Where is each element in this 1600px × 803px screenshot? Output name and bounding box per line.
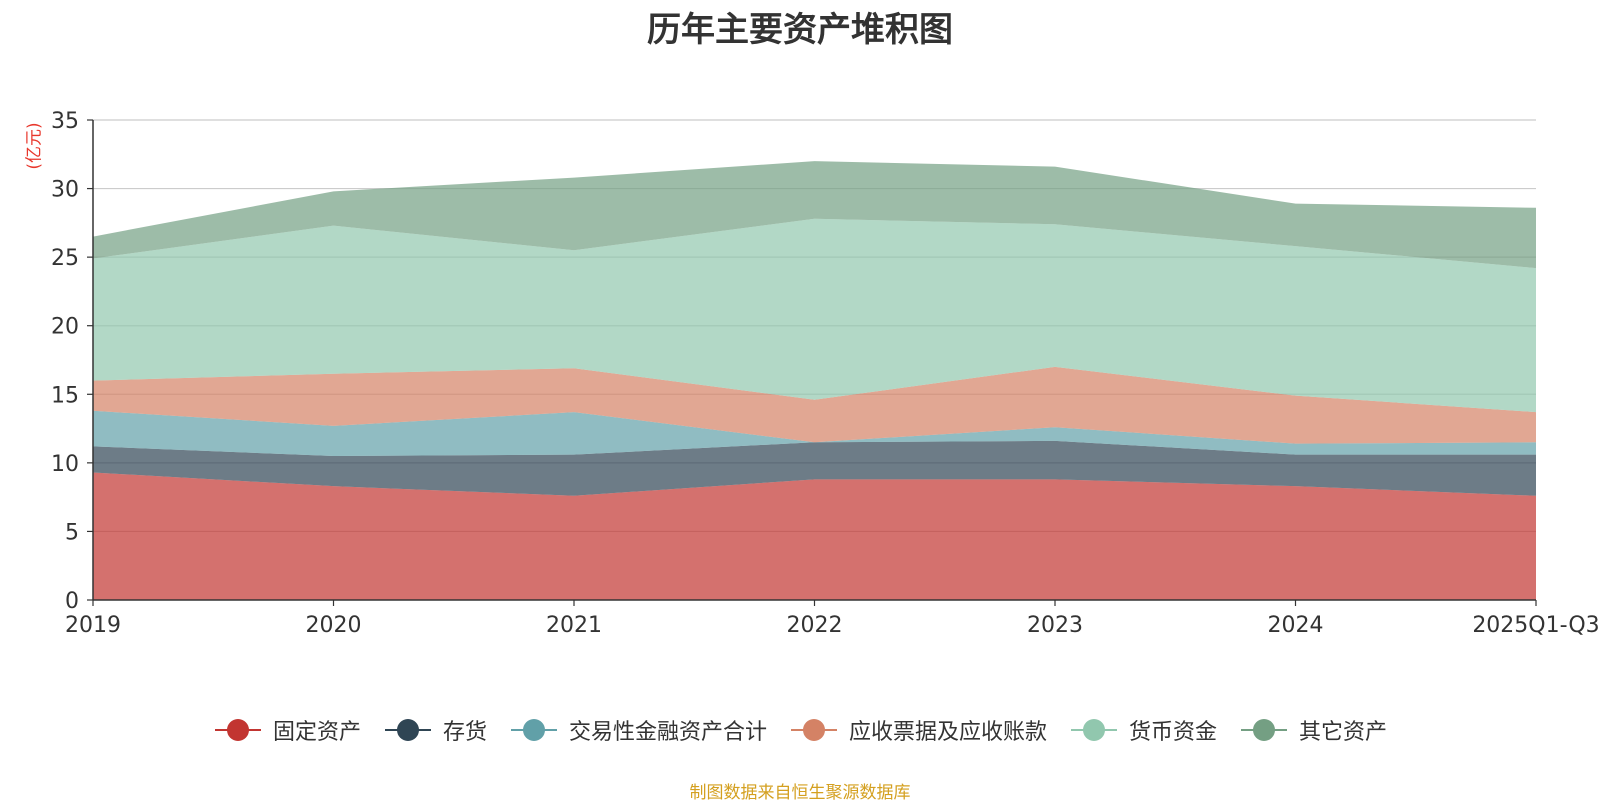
legend-marker-icon bbox=[510, 719, 557, 741]
legend-label: 固定资产 bbox=[272, 720, 361, 745]
data-source-note: 制图数据来自恒生聚源数据库 bbox=[689, 783, 911, 803]
y-tick-label: 35 bbox=[51, 109, 79, 134]
x-tick-label: 2023 bbox=[1027, 613, 1083, 638]
area-series-5 bbox=[93, 218, 1536, 413]
legend-label: 其它资产 bbox=[1299, 720, 1388, 745]
stacked-area-chart: 0 5 10 15 20 25 30 35 2019 2020 2021 2022 2023 2024 20… bbox=[51, 109, 1600, 638]
legend-label: 交易性金融资产合计 bbox=[568, 720, 767, 745]
y-tick-label: 20 bbox=[51, 315, 79, 340]
legend-item-3[interactable]: 交易性金融资产合计 bbox=[509, 714, 767, 746]
legend-marker-icon bbox=[384, 719, 431, 741]
y-tick-label: 30 bbox=[51, 178, 79, 203]
axes: 0 5 10 15 20 25 30 35 2019 2020 2021 2022 2023 2024 20… bbox=[51, 109, 1600, 638]
legend-marker-icon bbox=[214, 719, 261, 741]
x-tick-label: 2024 bbox=[1268, 613, 1324, 638]
area-series-2 bbox=[93, 440, 1536, 496]
legend: 固定资产 存货 交易性金融资产合计 应收票据及应收账款 货币资金 其它资产 bbox=[0, 714, 1600, 746]
legend-label: 应收票据及应收账款 bbox=[849, 720, 1048, 745]
legend-dot bbox=[396, 719, 419, 741]
x-tick-label: 2019 bbox=[65, 613, 121, 638]
x-tick-label: 2022 bbox=[787, 613, 843, 638]
legend-marker-icon bbox=[1071, 719, 1118, 741]
x-tick-label: 2021 bbox=[546, 613, 602, 638]
legend-item-6[interactable]: 其它资产 bbox=[1239, 714, 1387, 746]
legend-dot bbox=[803, 719, 825, 741]
legend-dot bbox=[522, 719, 545, 741]
legend-marker-icon bbox=[1241, 719, 1288, 741]
x-tick-label: 2020 bbox=[306, 613, 362, 638]
x-tick-label: 2025Q1-Q3 bbox=[1472, 613, 1599, 638]
y-tick-label: 0 bbox=[65, 589, 79, 614]
legend-dot bbox=[226, 719, 249, 741]
legend-dot bbox=[1253, 719, 1276, 741]
area-series-6 bbox=[93, 161, 1536, 269]
area-series-3 bbox=[93, 410, 1536, 456]
legend-item-5[interactable]: 货币资金 bbox=[1069, 714, 1217, 746]
legend-item-1[interactable]: 固定资产 bbox=[213, 714, 361, 746]
y-tick-label: 5 bbox=[65, 520, 79, 545]
y-tick-label: 10 bbox=[51, 452, 79, 477]
legend-marker-icon bbox=[791, 719, 837, 741]
y-tick-label: 15 bbox=[51, 383, 79, 408]
legend-label: 存货 bbox=[442, 720, 487, 745]
y-tick-label: 25 bbox=[51, 246, 79, 271]
legend-label: 货币资金 bbox=[1129, 720, 1218, 745]
area-series-1 bbox=[93, 472, 1536, 600]
area-series-4 bbox=[93, 366, 1536, 444]
area-series bbox=[93, 161, 1536, 600]
legend-item-4[interactable]: 应收票据及应收账款 bbox=[789, 714, 1047, 746]
legend-item-2[interactable]: 存货 bbox=[383, 714, 487, 746]
legend-dot bbox=[1083, 719, 1106, 741]
chart-title: 历年主要资产堆积图 bbox=[647, 10, 953, 50]
